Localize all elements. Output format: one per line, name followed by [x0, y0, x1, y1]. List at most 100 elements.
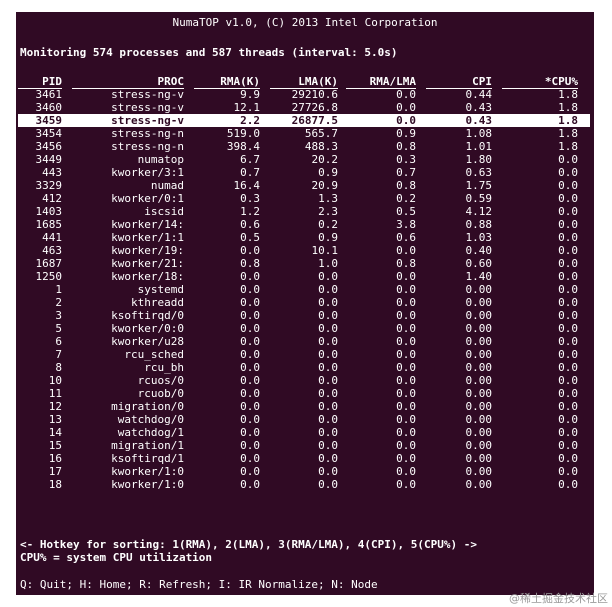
- cell-proc: stress-ng-v: [111, 114, 184, 127]
- cell-proc: kworker/1:0: [111, 465, 184, 478]
- cell-cpi: 0.00: [465, 335, 493, 348]
- cell-rma: 16.4: [233, 179, 261, 192]
- table-row[interactable]: 2 kthreadd 0.0 0.0 0.0 0.00 0.0: [16, 296, 594, 309]
- cell-rma-lma: 0.3: [396, 153, 416, 166]
- table-row[interactable]: 443 kworker/3:1 0.7 0.9 0.7 0.63 0.0: [16, 166, 594, 179]
- table-row-selected[interactable]: 3459 stress-ng-v 2.2 26877.5 0.0 0.43 1.8: [16, 114, 594, 127]
- cell-proc: kworker/19:: [111, 244, 184, 257]
- table-row[interactable]: 3460 stress-ng-v 12.1 27726.8 0.0 0.43 1.8: [16, 101, 594, 114]
- cell-lma: 2.3: [318, 205, 338, 218]
- selection-highlight: [18, 114, 590, 127]
- cell-proc: numad: [150, 179, 184, 192]
- cell-pid: 3456: [35, 140, 63, 153]
- table-row[interactable]: 5 kworker/0:0 0.0 0.0 0.0 0.00 0.0: [16, 322, 594, 335]
- table-row[interactable]: 8 rcu_bh 0.0 0.0 0.0 0.00 0.0: [16, 361, 594, 374]
- cell-pid: 3449: [35, 153, 63, 166]
- table-row[interactable]: 10 rcuos/0 0.0 0.0 0.0 0.00 0.0: [16, 374, 594, 387]
- footer-hotkeys: Q: Quit; H: Home; R: Refresh; I: IR Norm…: [20, 578, 378, 591]
- cell-cpu: 0.0: [558, 465, 578, 478]
- column-header-cpu[interactable]: *CPU%: [502, 75, 578, 89]
- monitoring-summary: Monitoring 574 processes and 587 threads…: [20, 46, 398, 59]
- table-row[interactable]: 12 migration/0 0.0 0.0 0.0 0.00 0.0: [16, 400, 594, 413]
- table-row[interactable]: 3329 numad 16.4 20.9 0.8 1.75 0.0: [16, 179, 594, 192]
- table-row[interactable]: 18 kworker/1:0 0.0 0.0 0.0 0.00 0.0: [16, 478, 594, 491]
- table-row[interactable]: 3449 numatop 6.7 20.2 0.3 1.80 0.0: [16, 153, 594, 166]
- cell-rma: 0.0: [240, 452, 260, 465]
- cell-lma: 0.0: [318, 335, 338, 348]
- table-row[interactable]: 463 kworker/19: 0.0 10.1 0.0 0.40 0.0: [16, 244, 594, 257]
- column-header-rma-lma[interactable]: RMA/LMA: [346, 75, 416, 89]
- cell-cpu: 1.8: [558, 114, 578, 127]
- cell-pid: 6: [55, 335, 62, 348]
- table-row[interactable]: 14 watchdog/1 0.0 0.0 0.0 0.00 0.0: [16, 426, 594, 439]
- table-row[interactable]: 6 kworker/u28 0.0 0.0 0.0 0.00 0.0: [16, 335, 594, 348]
- cell-lma: 0.0: [318, 400, 338, 413]
- cell-pid: 463: [42, 244, 62, 257]
- cell-cpi: 0.88: [465, 218, 493, 231]
- column-header-proc[interactable]: PROC: [72, 75, 184, 89]
- cell-pid: 3460: [35, 101, 63, 114]
- column-header-rma[interactable]: RMA(K): [194, 75, 260, 89]
- table-row[interactable]: 7 rcu_sched 0.0 0.0 0.0 0.00 0.0: [16, 348, 594, 361]
- cell-cpi: 0.00: [465, 283, 493, 296]
- cell-proc: kworker/u28: [111, 335, 184, 348]
- cell-rma: 9.9: [240, 88, 260, 101]
- cpu-note-row: CPU% = system CPU utilization: [16, 551, 594, 564]
- cell-cpu: 0.0: [558, 244, 578, 257]
- cell-proc: stress-ng-v: [111, 101, 184, 114]
- table-row[interactable]: 15 migration/1 0.0 0.0 0.0 0.00 0.0: [16, 439, 594, 452]
- cell-cpi: 0.43: [465, 101, 493, 114]
- cell-cpu: 0.0: [558, 153, 578, 166]
- cell-rma-lma: 0.0: [396, 244, 416, 257]
- cell-lma: 20.9: [311, 179, 339, 192]
- table-row[interactable]: 3454 stress-ng-n 519.0 565.7 0.9 1.08 1.8: [16, 127, 594, 140]
- table-row[interactable]: 1250 kworker/18: 0.0 0.0 0.0 1.40 0.0: [16, 270, 594, 283]
- table-row[interactable]: 16 ksoftirqd/1 0.0 0.0 0.0 0.00 0.0: [16, 452, 594, 465]
- cell-rma: 2.2: [240, 114, 260, 127]
- cell-lma: 0.0: [318, 413, 338, 426]
- table-row[interactable]: 13 watchdog/0 0.0 0.0 0.0 0.00 0.0: [16, 413, 594, 426]
- cell-pid: 13: [48, 413, 62, 426]
- cell-cpu: 0.0: [558, 400, 578, 413]
- cell-cpu: 0.0: [558, 348, 578, 361]
- table-row[interactable]: 412 kworker/0:1 0.3 1.3 0.2 0.59 0.0: [16, 192, 594, 205]
- table-row[interactable]: 1 systemd 0.0 0.0 0.0 0.00 0.0: [16, 283, 594, 296]
- cell-cpu: 1.8: [558, 88, 578, 101]
- cell-rma: 1.2: [240, 205, 260, 218]
- cell-cpi: 0.00: [465, 374, 493, 387]
- cell-proc: kworker/1:1: [111, 231, 184, 244]
- cell-rma-lma: 0.0: [396, 101, 416, 114]
- cell-proc: ksoftirqd/1: [111, 452, 184, 465]
- cell-lma: 27726.8: [291, 101, 338, 114]
- column-header-pid[interactable]: PID: [18, 75, 62, 89]
- cell-rma-lma: 0.0: [396, 374, 416, 387]
- cell-cpi: 0.00: [465, 413, 493, 426]
- cell-lma: 0.0: [318, 439, 338, 452]
- column-header-lma[interactable]: LMA(K): [270, 75, 338, 89]
- cell-rma: 0.3: [240, 192, 260, 205]
- cell-rma-lma: 0.2: [396, 192, 416, 205]
- cell-rma: 0.0: [240, 309, 260, 322]
- table-row[interactable]: 17 kworker/1:0 0.0 0.0 0.0 0.00 0.0: [16, 465, 594, 478]
- cell-proc: migration/0: [111, 400, 184, 413]
- table-row[interactable]: 1687 kworker/21: 0.8 1.0 0.8 0.60 0.0: [16, 257, 594, 270]
- cell-lma: 0.0: [318, 465, 338, 478]
- cell-cpi: 0.44: [465, 88, 493, 101]
- cell-cpi: 0.00: [465, 426, 493, 439]
- table-row[interactable]: 3461 stress-ng-v 9.9 29210.6 0.0 0.44 1.8: [16, 88, 594, 101]
- table-row[interactable]: 1685 kworker/14: 0.6 0.2 3.8 0.88 0.0: [16, 218, 594, 231]
- table-row[interactable]: 3456 stress-ng-n 398.4 488.3 0.8 1.01 1.8: [16, 140, 594, 153]
- cell-proc: kworker/18:: [111, 270, 184, 283]
- cell-cpi: 0.00: [465, 348, 493, 361]
- table-row[interactable]: 1403 iscsid 1.2 2.3 0.5 4.12 0.0: [16, 205, 594, 218]
- cell-pid: 2: [55, 296, 62, 309]
- cell-lma: 0.0: [318, 270, 338, 283]
- table-row[interactable]: 441 kworker/1:1 0.5 0.9 0.6 1.03 0.0: [16, 231, 594, 244]
- cell-cpu: 0.0: [558, 426, 578, 439]
- cell-proc: kworker/1:0: [111, 478, 184, 491]
- table-row[interactable]: 3 ksoftirqd/0 0.0 0.0 0.0 0.00 0.0: [16, 309, 594, 322]
- column-header-cpi[interactable]: CPI: [426, 75, 492, 89]
- cell-cpu: 0.0: [558, 192, 578, 205]
- cell-cpu: 0.0: [558, 179, 578, 192]
- table-row[interactable]: 11 rcuob/0 0.0 0.0 0.0 0.00 0.0: [16, 387, 594, 400]
